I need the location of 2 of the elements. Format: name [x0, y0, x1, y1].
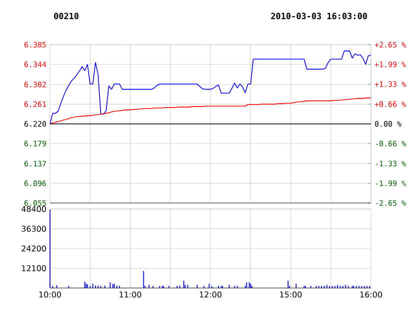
chart-subtitle: 2010-03-03 16:03:00 [271, 12, 367, 20]
chart-title: 00210 [54, 12, 79, 20]
